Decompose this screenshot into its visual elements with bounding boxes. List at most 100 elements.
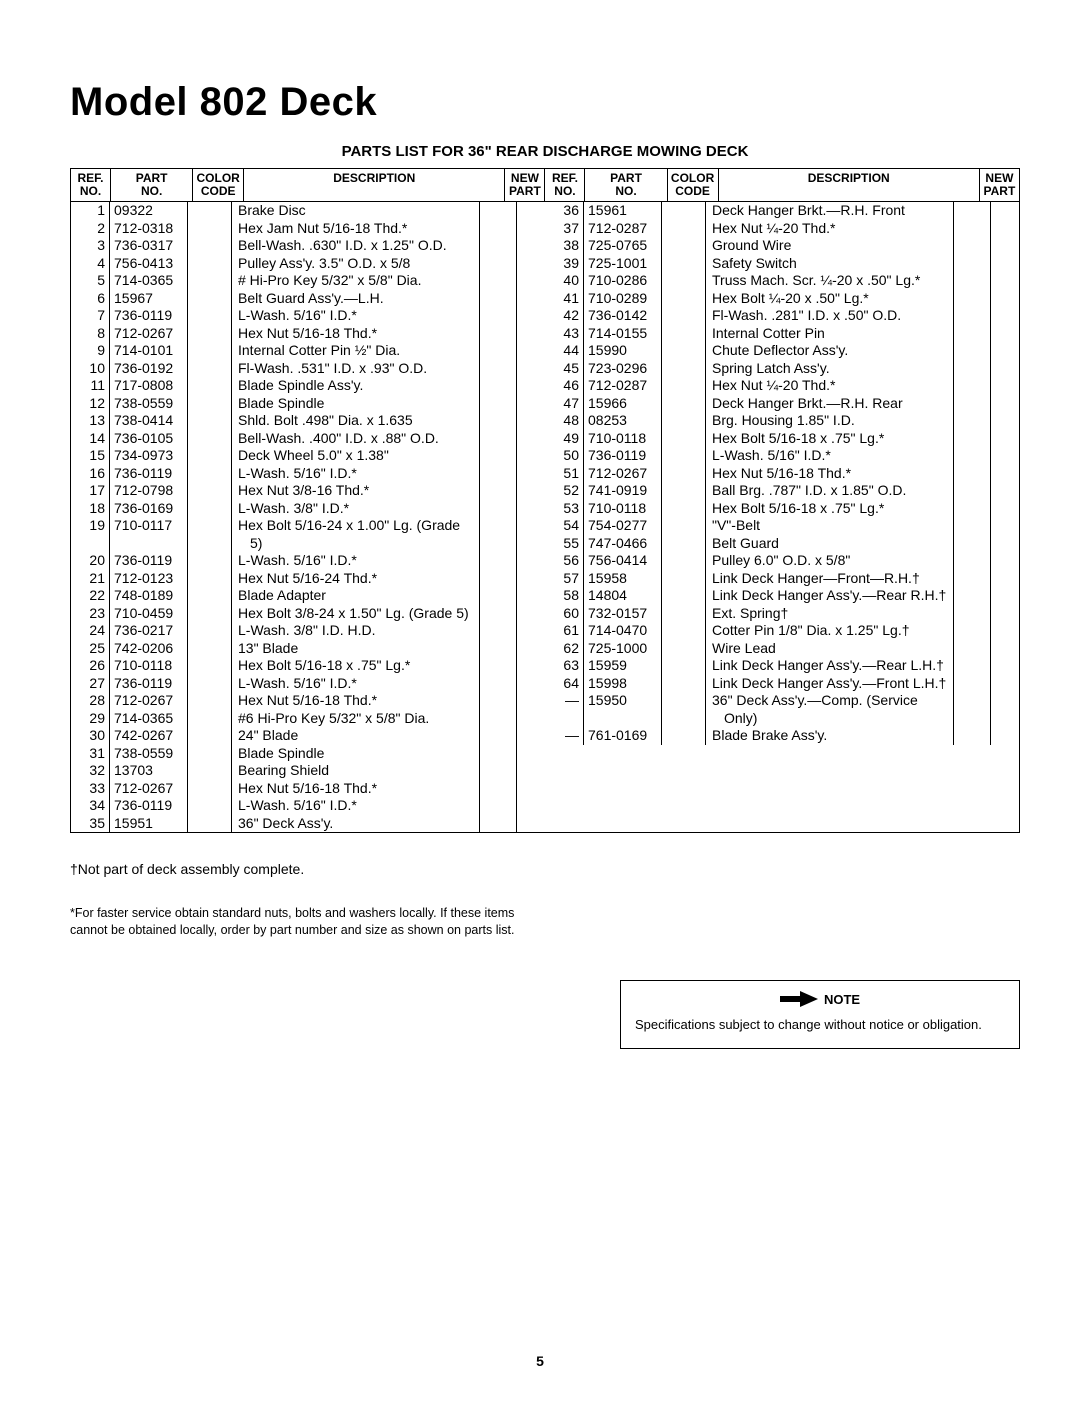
table-row: 5714-0365# Hi-Pro Key 5/32" x 5/8" Dia. (71, 272, 545, 290)
cell-part: 710-0118 (583, 430, 661, 448)
cell-part: 736-0192 (109, 360, 187, 378)
cell-ref: 11 (71, 377, 109, 395)
cell-color (661, 307, 705, 325)
cell-color (187, 605, 231, 623)
cell-ref: 3 (71, 237, 109, 255)
cell-new (953, 482, 991, 500)
cell-ref: 25 (71, 640, 109, 658)
cell-ref: 63 (545, 657, 583, 675)
cell-new (953, 517, 991, 535)
cell-part: 736-0119 (109, 675, 187, 693)
cell-color (187, 745, 231, 763)
cell-part: 714-0365 (109, 710, 187, 728)
cell-ref: — (545, 692, 583, 727)
cell-description: Blade Spindle Ass'y. (231, 377, 479, 395)
cell-color (661, 570, 705, 588)
cell-ref: 17 (71, 482, 109, 500)
cell-new (479, 447, 517, 465)
cell-ref: 51 (545, 465, 583, 483)
cell-part: 09322 (109, 202, 187, 220)
cell-part: 723-0296 (583, 360, 661, 378)
cell-color (661, 220, 705, 238)
cell-ref: 9 (71, 342, 109, 360)
table-row: 30742-026724" Blade (71, 727, 545, 745)
cell-color (187, 290, 231, 308)
cell-ref: 35 (71, 815, 109, 833)
cell-description: Fl-Wash. .281" I.D. x .50" O.D. (705, 307, 953, 325)
cell-part: 736-0317 (109, 237, 187, 255)
cell-new (953, 307, 991, 325)
cell-new (479, 482, 517, 500)
cell-new (953, 377, 991, 395)
cell-part: 15961 (583, 202, 661, 220)
cell-color (187, 272, 231, 290)
table-row: 24736-0217L-Wash. 3/8" I.D. H.D. (71, 622, 545, 640)
cell-description: L-Wash. 5/16" I.D.* (231, 307, 479, 325)
table-row: 33712-0267Hex Nut 5/16-18 Thd.* (71, 780, 545, 798)
cell-description: Safety Switch (705, 255, 953, 273)
cell-part: 712-0287 (583, 220, 661, 238)
table-row: 38725-0765Ground Wire (545, 237, 1019, 255)
cell-part: 717-0808 (109, 377, 187, 395)
cell-new (479, 430, 517, 448)
cell-ref: 18 (71, 500, 109, 518)
cell-new (479, 727, 517, 745)
cell-ref: 58 (545, 587, 583, 605)
cell-description: L-Wash. 5/16" I.D.* (231, 675, 479, 693)
cell-ref: 36 (545, 202, 583, 220)
table-row: 18736-0169L-Wash. 3/8" I.D.* (71, 500, 545, 518)
cell-new (479, 552, 517, 570)
table-row: 27736-0119L-Wash. 5/16" I.D.* (71, 675, 545, 693)
cell-description: Hex Bolt 5/16-18 x .75" Lg.* (231, 657, 479, 675)
cell-part: 712-0798 (109, 482, 187, 500)
note-box: NOTE Specifications subject to change wi… (620, 980, 1020, 1049)
cell-new (479, 412, 517, 430)
cell-ref: 28 (71, 692, 109, 710)
cell-description: Bearing Shield (231, 762, 479, 780)
cell-color (187, 692, 231, 710)
cell-description: Ground Wire (705, 237, 953, 255)
cell-color (187, 552, 231, 570)
cell-color (661, 500, 705, 518)
cell-new (953, 290, 991, 308)
cell-part: 15966 (583, 395, 661, 413)
table-row: 56756-0414Pulley 6.0" O.D. x 5/8" (545, 552, 1019, 570)
cell-new (479, 762, 517, 780)
cell-ref: 33 (71, 780, 109, 798)
header-description-2: DESCRIPTION (718, 169, 979, 202)
cell-new (953, 395, 991, 413)
cell-part: 738-0414 (109, 412, 187, 430)
cell-new (479, 780, 517, 798)
header-ref-2: REF.NO. (545, 169, 585, 202)
cell-ref: 41 (545, 290, 583, 308)
cell-ref: 57 (545, 570, 583, 588)
cell-color (187, 220, 231, 238)
cell-description: L-Wash. 5/16" I.D.* (231, 797, 479, 815)
cell-part: 736-0119 (583, 447, 661, 465)
cell-description: Internal Cotter Pin ½" Dia. (231, 342, 479, 360)
cell-new (953, 255, 991, 273)
table-row: 4715966Deck Hanger Brkt.—R.H. Rear (545, 395, 1019, 413)
table-row: 10736-0192Fl-Wash. .531" I.D. x .93" O.D… (71, 360, 545, 378)
cell-color (661, 272, 705, 290)
cell-new (479, 692, 517, 710)
cell-description: Belt Guard (705, 535, 953, 553)
cell-new (479, 587, 517, 605)
cell-new (953, 605, 991, 623)
cell-new (479, 360, 517, 378)
cell-ref: 13 (71, 412, 109, 430)
cell-new (479, 325, 517, 343)
table-row: 17712-0798Hex Nut 3/8-16 Thd.* (71, 482, 545, 500)
cell-new (953, 325, 991, 343)
cell-ref: 43 (545, 325, 583, 343)
table-right-half: 3615961Deck Hanger Brkt.—R.H. Front37712… (545, 202, 1019, 832)
table-row: 37712-0287Hex Nut ¼-20 Thd.* (545, 220, 1019, 238)
cell-color (187, 640, 231, 658)
cell-part: 712-0318 (109, 220, 187, 238)
cell-new (479, 307, 517, 325)
table-row: —1595036" Deck Ass'y.—Comp. (Service Onl… (545, 692, 1019, 727)
cell-description: Hex Nut 5/16-18 Thd.* (231, 325, 479, 343)
cell-description: 24" Blade (231, 727, 479, 745)
cell-part: 15950 (583, 692, 661, 727)
cell-new (479, 255, 517, 273)
